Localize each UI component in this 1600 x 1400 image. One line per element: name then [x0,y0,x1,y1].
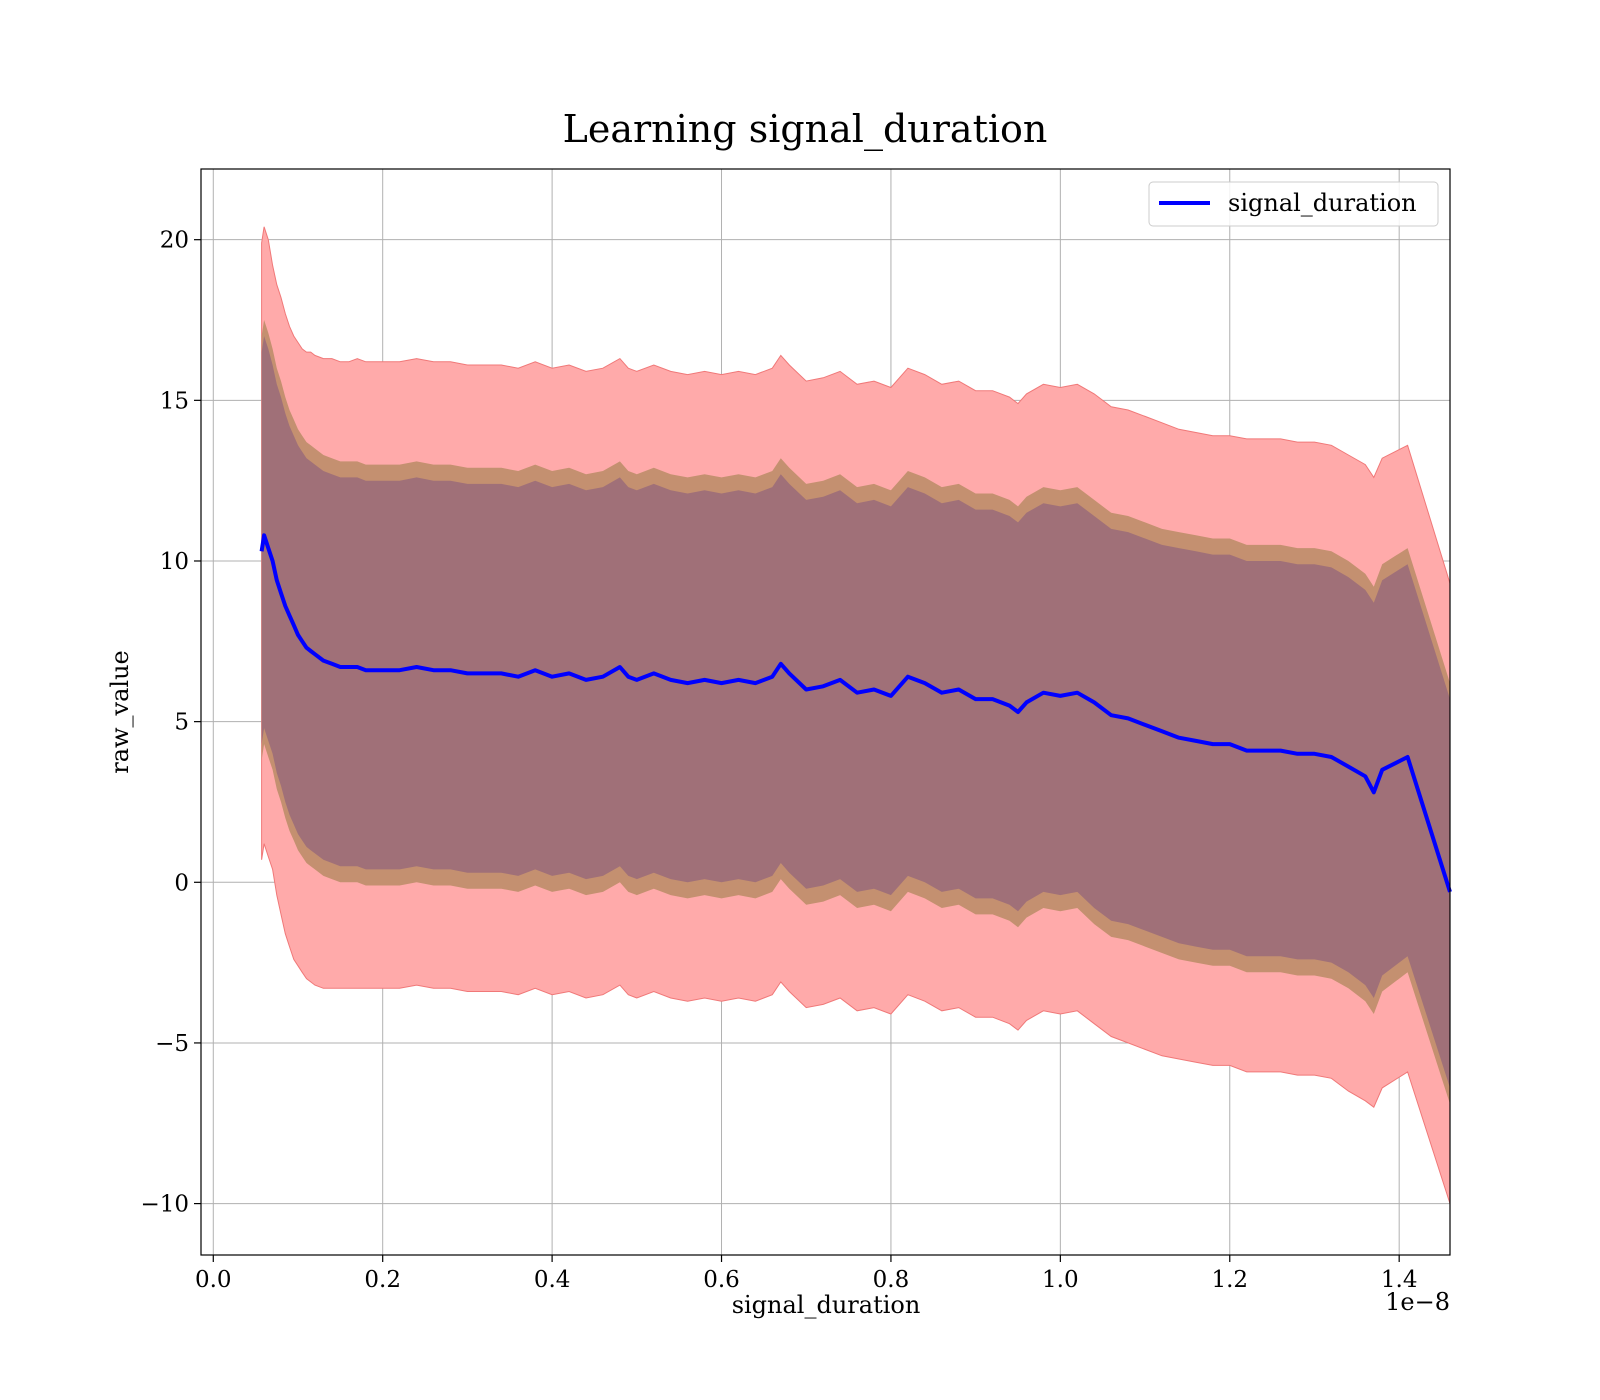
y-tick-label: 20 [160,228,189,254]
y-axis: −10 −5 0 5 10 15 20 [140,228,201,1218]
x-tick-label: 1.2 [1211,1267,1248,1293]
x-tick-label: 0.6 [703,1267,740,1293]
x-axis-label: signal_duration [732,1291,921,1319]
x-axis: 0.0 0.2 0.4 0.6 0.8 1.0 1.2 1.4 [195,1255,1417,1293]
line-layer [259,533,1452,893]
legend-entry-label: signal_duration [1228,189,1417,217]
legend: signal_duration [1148,181,1439,227]
legend-box [1148,181,1439,227]
x-tick-label: 1.4 [1381,1267,1418,1293]
x-axis-offset-text: 1e−8 [1385,1288,1450,1316]
x-tick-label: 0.2 [364,1267,401,1293]
series-line [259,533,1452,893]
y-tick-label: 15 [160,388,189,414]
band-layer [261,226,1451,1204]
plot-area [200,168,1452,1256]
x-tick-label: 1.0 [1042,1267,1079,1293]
chart-title: Learning signal_duration [563,107,1048,152]
inner-band [261,336,1451,1088]
y-tick-label: 0 [174,870,189,896]
y-tick-label: 5 [174,710,189,736]
y-tick-label: −10 [140,1192,189,1218]
x-tick-label: 0.4 [534,1267,571,1293]
y-tick-label: −5 [155,1031,189,1057]
y-axis-label: raw_value [106,650,134,774]
plot-frame [200,168,1451,1256]
y-tick-label: 10 [160,549,189,575]
x-tick-label: 0.0 [195,1267,232,1293]
x-tick-label: 0.8 [873,1267,910,1293]
